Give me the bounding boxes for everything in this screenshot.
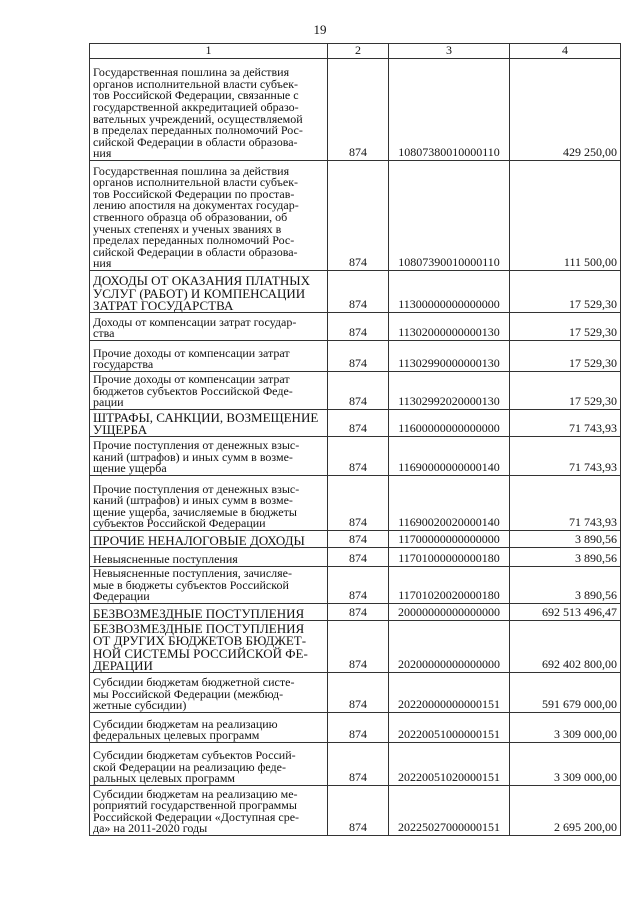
row-name-cell: Прочие доходы от компенсации затрат госу…	[89, 340, 328, 372]
row-amount-cell: 591 679 000,00	[509, 672, 621, 713]
row-budget-code-cell: 11701020020000180	[388, 566, 510, 604]
row-admin-code-cell: 874	[327, 547, 389, 567]
row-name-cell: ПРОЧИЕ НЕНАЛОГОВЫЕ ДОХОДЫ	[89, 530, 328, 548]
row-budget-code-cell: 11700000000000000	[388, 530, 510, 548]
row-budget-code-cell: 20225027000000151	[388, 785, 510, 836]
row-amount-cell: 17 529,30	[509, 340, 621, 372]
table-row: Субсидии бюджетам на реализацию ме- ропр…	[89, 785, 621, 836]
row-admin-code-cell: 874	[327, 712, 389, 743]
row-name-cell: Прочие поступления от денежных взыс- кан…	[89, 436, 328, 476]
row-amount-cell: 17 529,30	[509, 270, 621, 313]
table-row: Невыясненные поступления, зачисляе- мые …	[89, 566, 621, 604]
row-name-cell: БЕЗВОЗМЕЗДНЫЕ ПОСТУПЛЕНИЯ	[89, 603, 328, 621]
row-amount-cell: 17 529,30	[509, 312, 621, 341]
row-budget-code-cell: 11701000000000180	[388, 547, 510, 567]
row-budget-code-cell: 10807390010000110	[388, 160, 510, 271]
row-amount-cell: 3 890,56	[509, 530, 621, 548]
row-amount-cell: 71 743,93	[509, 409, 621, 437]
row-budget-code-cell: 11600000000000000	[388, 409, 510, 437]
row-admin-code-cell: 874	[327, 58, 389, 161]
row-admin-code-cell: 874	[327, 409, 389, 437]
row-amount-cell: 3 890,56	[509, 566, 621, 604]
row-admin-code-cell: 874	[327, 436, 389, 476]
row-budget-code-cell: 20200000000000000	[388, 620, 510, 673]
row-budget-code-cell: 11690000000000140	[388, 436, 510, 476]
row-amount-cell: 71 743,93	[509, 475, 621, 531]
row-budget-code-cell: 20220051000000151	[388, 712, 510, 743]
revenue-table: 1 2 3 4 Государственная пошлина за дейст…	[89, 43, 621, 836]
table-row: Государственная пошлина за действия орга…	[89, 58, 621, 161]
table-row: Государственная пошлина за действия орга…	[89, 160, 621, 271]
row-admin-code-cell: 874	[327, 340, 389, 372]
table-row: Прочие поступления от денежных взыс- кан…	[89, 436, 621, 476]
row-amount-cell: 429 250,00	[509, 58, 621, 161]
header-col-2: 2	[327, 43, 389, 59]
row-admin-code-cell: 874	[327, 603, 389, 621]
table-row: Субсидии бюджетам субъектов Россий- ской…	[89, 742, 621, 786]
page-number: 19	[313, 22, 327, 37]
row-admin-code-cell: 874	[327, 160, 389, 271]
row-budget-code-cell: 11300000000000000	[388, 270, 510, 313]
row-budget-code-cell: 11302990000000130	[388, 340, 510, 372]
table-row: БЕЗВОЗМЕЗДНЫЕ ПОСТУПЛЕНИЯ ОТ ДРУГИХ БЮДЖ…	[89, 620, 621, 673]
row-name-cell: Невыясненные поступления	[89, 547, 328, 567]
table-row: ШТРАФЫ, САНКЦИИ, ВОЗМЕЩЕНИЕ УЩЕРБА 874 116…	[89, 409, 621, 437]
row-amount-cell: 17 529,30	[509, 371, 621, 410]
row-name-cell: Субсидии бюджетам субъектов Россий- ской…	[89, 742, 328, 786]
table-header-row: 1 2 3 4	[89, 43, 621, 59]
table-row: Доходы от компенсации затрат государ- ст…	[89, 312, 621, 341]
table-row: Субсидии бюджетам на реализацию федераль…	[89, 712, 621, 743]
row-name-cell: Субсидии бюджетам на реализацию ме- ропр…	[89, 785, 328, 836]
row-admin-code-cell: 874	[327, 270, 389, 313]
row-admin-code-cell: 874	[327, 566, 389, 604]
row-name-cell: Субсидии бюджетам бюджетной систе- мы Ро…	[89, 672, 328, 713]
row-name-cell: Государственная пошлина за действия орга…	[89, 58, 328, 161]
row-name-cell: Доходы от компенсации затрат государ- ст…	[89, 312, 328, 341]
row-budget-code-cell: 20000000000000000	[388, 603, 510, 621]
row-amount-cell: 3 890,56	[509, 547, 621, 567]
table-row: ПРОЧИЕ НЕНАЛОГОВЫЕ ДОХОДЫ 874 117000000000…	[89, 530, 621, 548]
row-amount-cell: 692 402 800,00	[509, 620, 621, 673]
row-admin-code-cell: 874	[327, 742, 389, 786]
row-name-cell: Невыясненные поступления, зачисляе- мые …	[89, 566, 328, 604]
row-amount-cell: 2 695 200,00	[509, 785, 621, 836]
row-admin-code-cell: 874	[327, 672, 389, 713]
row-admin-code-cell: 874	[327, 312, 389, 341]
row-budget-code-cell: 11302992020000130	[388, 371, 510, 410]
header-col-1: 1	[89, 43, 328, 59]
header-col-3: 3	[388, 43, 510, 59]
row-budget-code-cell: 10807380010000110	[388, 58, 510, 161]
row-admin-code-cell: 874	[327, 530, 389, 548]
table-row: БЕЗВОЗМЕЗДНЫЕ ПОСТУПЛЕНИЯ 874 200000000000…	[89, 603, 621, 621]
table-row: ДОХОДЫ ОТ ОКАЗАНИЯ ПЛАТНЫХ УСЛУГ (РАБОТ)…	[89, 270, 621, 313]
table-row: Прочие доходы от компенсации затрат бюдж…	[89, 371, 621, 410]
row-name-cell: Прочие доходы от компенсации затрат бюдж…	[89, 371, 328, 410]
row-name-cell: Прочие поступления от денежных взыс- кан…	[89, 475, 328, 531]
row-budget-code-cell: 20220000000000151	[388, 672, 510, 713]
row-budget-code-cell: 20220051020000151	[388, 742, 510, 786]
row-amount-cell: 3 309 000,00	[509, 742, 621, 786]
row-amount-cell: 3 309 000,00	[509, 712, 621, 743]
table-row: Субсидии бюджетам бюджетной систе- мы Ро…	[89, 672, 621, 713]
table-row: Невыясненные поступления 874 1170100000000…	[89, 547, 621, 567]
row-amount-cell: 692 513 496,47	[509, 603, 621, 621]
row-name-cell: Государственная пошлина за действия орга…	[89, 160, 328, 271]
row-name-cell: ДОХОДЫ ОТ ОКАЗАНИЯ ПЛАТНЫХ УСЛУГ (РАБОТ)…	[89, 270, 328, 313]
row-budget-code-cell: 11690020020000140	[388, 475, 510, 531]
row-admin-code-cell: 874	[327, 785, 389, 836]
header-col-4: 4	[509, 43, 621, 59]
row-name-cell: ШТРАФЫ, САНКЦИИ, ВОЗМЕЩЕНИЕ УЩЕРБА	[89, 409, 328, 437]
row-admin-code-cell: 874	[327, 475, 389, 531]
table-row: Прочие доходы от компенсации затрат госу…	[89, 340, 621, 372]
table-row: Прочие поступления от денежных взыс- кан…	[89, 475, 621, 531]
row-admin-code-cell: 874	[327, 371, 389, 410]
row-name-cell: Субсидии бюджетам на реализацию федераль…	[89, 712, 328, 743]
row-admin-code-cell: 874	[327, 620, 389, 673]
row-name-cell: БЕЗВОЗМЕЗДНЫЕ ПОСТУПЛЕНИЯ ОТ ДРУГИХ БЮДЖ…	[89, 620, 328, 673]
row-amount-cell: 111 500,00	[509, 160, 621, 271]
row-amount-cell: 71 743,93	[509, 436, 621, 476]
row-budget-code-cell: 11302000000000130	[388, 312, 510, 341]
